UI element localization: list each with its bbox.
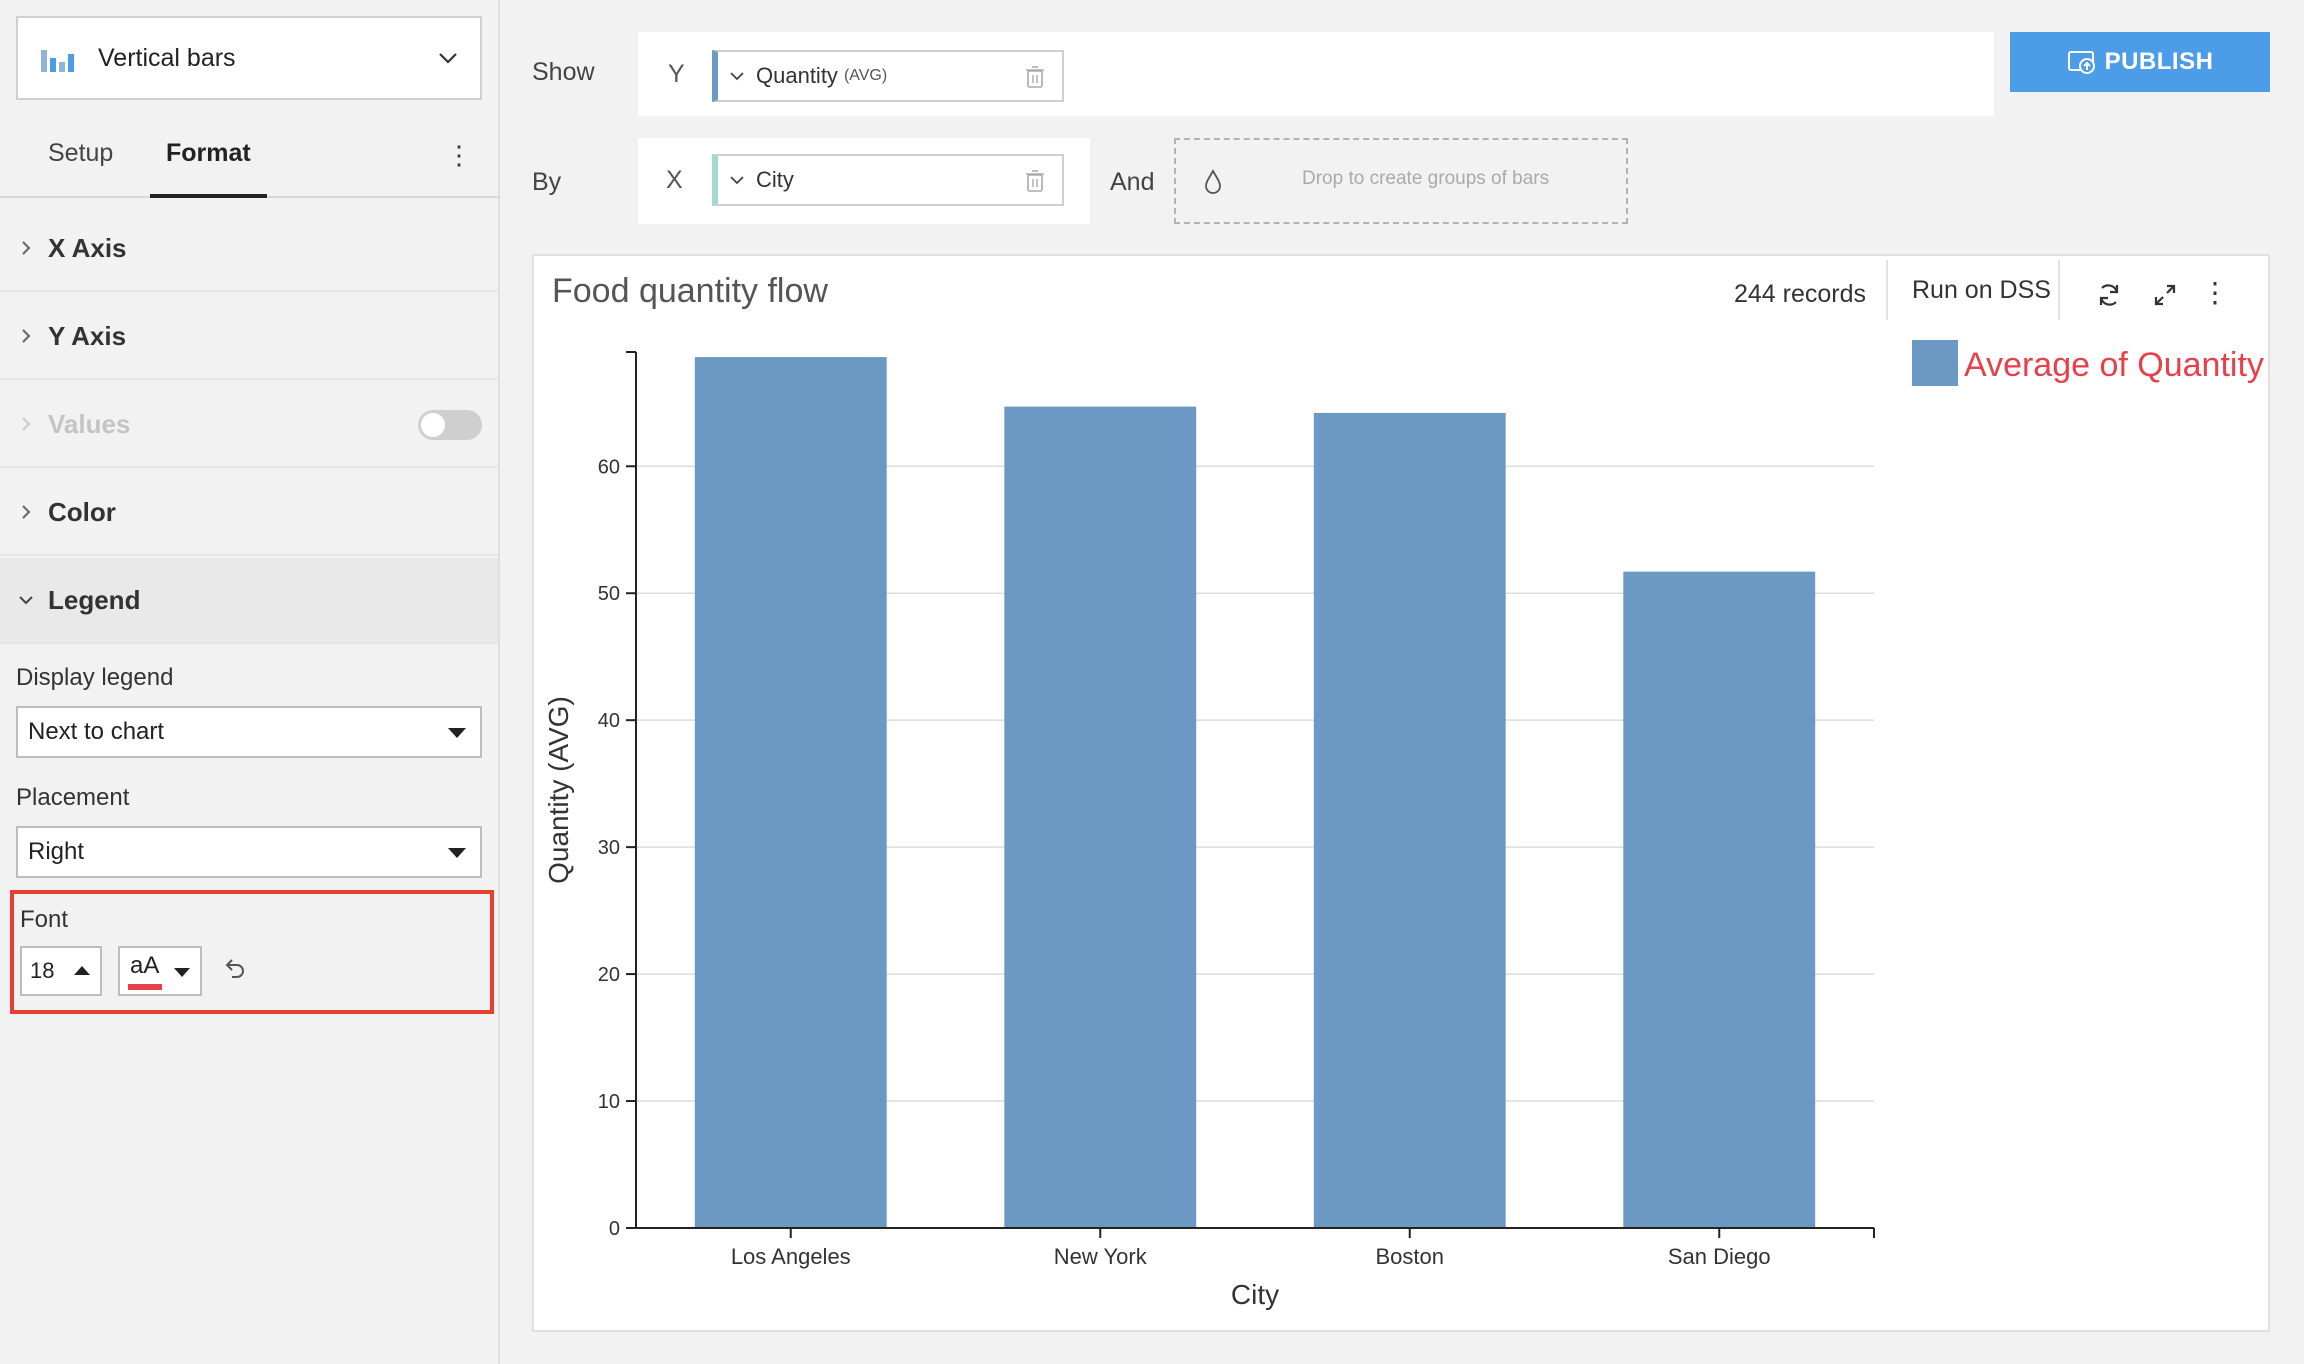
section-y-axis[interactable]: Y Axis <box>0 294 498 380</box>
section-x-axis[interactable]: X Axis <box>0 206 498 292</box>
caret-down-icon <box>448 728 466 738</box>
legend-label: Average of Quantity <box>1964 346 2264 384</box>
display-legend-label: Display legend <box>16 664 174 691</box>
trash-icon[interactable] <box>1024 65 1046 89</box>
section-legend[interactable]: Legend <box>0 558 498 644</box>
publish-icon <box>2067 51 2095 74</box>
and-label: And <box>1110 168 1155 196</box>
caret-down-icon <box>448 848 466 858</box>
chevron-right-icon <box>22 329 31 343</box>
chevron-down-icon <box>730 176 744 185</box>
y-tick-label: 40 <box>598 710 620 732</box>
publish-button[interactable]: PUBLISH <box>2010 32 2270 92</box>
bar <box>1313 412 1506 1228</box>
font-size-input[interactable]: 18 <box>20 946 102 996</box>
chart-type-label: Vertical bars <box>98 43 236 72</box>
x-tick-label: Los Angeles <box>731 1244 851 1269</box>
group-drop-zone[interactable]: Drop to create groups of bars <box>1174 138 1628 224</box>
bar <box>694 357 887 1228</box>
by-label: By <box>532 168 562 196</box>
font-label: Font <box>20 906 69 933</box>
y-axis-letter: Y <box>668 60 685 88</box>
x-tick-label: San Diego <box>1668 1244 1771 1269</box>
record-count: 244 records <box>1734 280 1867 308</box>
display-legend-select[interactable]: Next to chart <box>16 706 482 758</box>
y-measure-name: Quantity <box>756 63 838 88</box>
chevron-down-icon <box>730 72 744 81</box>
toggle-knob <box>421 413 445 437</box>
x-dimension-name: City <box>756 167 794 192</box>
x-axis-letter: X <box>666 166 683 194</box>
droplet-icon <box>1205 169 1221 194</box>
x-axis-title: City <box>1231 1279 1279 1310</box>
section-legend-label: Legend <box>48 584 141 615</box>
x-dimension-pill[interactable]: City <box>712 154 1064 206</box>
tab-format[interactable]: Format <box>150 120 267 198</box>
y-axis-title: Quantity (AVG) <box>543 696 574 884</box>
chart-type-selector[interactable]: Vertical bars <box>16 16 482 100</box>
drop-zone-text: Drop to create groups of bars <box>1302 168 1550 189</box>
y-measure-aggregation: (AVG) <box>843 67 888 84</box>
font-color-swatch <box>128 984 162 990</box>
section-y-axis-label: Y Axis <box>48 320 127 351</box>
x-shelf: X City <box>638 138 1090 224</box>
kebab-menu-icon[interactable]: ⋮ <box>446 140 472 170</box>
y-tick-label: 60 <box>598 456 620 478</box>
y-tick-label: 10 <box>598 1091 620 1113</box>
y-tick-label: 30 <box>598 837 620 859</box>
refresh-icon[interactable] <box>2094 280 2124 310</box>
chart-panel: 0 10 20 30 40 50 60 Los Angeles New York Boston Sa… <box>532 254 2270 1332</box>
font-color-glyph: aA <box>130 952 160 979</box>
more-options-icon[interactable]: ⋮ <box>2201 277 2229 308</box>
bar <box>1623 571 1816 1228</box>
section-color-label: Color <box>48 496 116 527</box>
placement-value: Right <box>28 838 85 865</box>
values-toggle[interactable] <box>418 410 482 440</box>
sidebar-tabs: Setup Format ⋮ <box>0 120 500 198</box>
font-size-value: 18 <box>30 958 55 983</box>
section-color[interactable]: Color <box>0 470 498 556</box>
caret-up-icon[interactable] <box>74 966 90 975</box>
vertical-bars-icon <box>41 50 74 72</box>
placement-label: Placement <box>16 784 130 811</box>
font-color-picker[interactable]: aA <box>118 946 202 996</box>
run-on-dss-button[interactable]: Run on DSS <box>1886 260 2051 320</box>
bar-chart: 0 10 20 30 40 50 60 Los Angeles New York Boston Sa… <box>543 340 2264 1310</box>
chevron-right-icon <box>22 417 31 431</box>
legend-swatch <box>1912 340 1958 386</box>
section-values[interactable]: Values <box>0 382 498 468</box>
y-shelf: Y Quantity (AVG) <box>638 32 1994 116</box>
caret-down-icon <box>174 968 190 977</box>
display-legend-value: Next to chart <box>28 718 165 745</box>
section-x-axis-label: X Axis <box>48 232 127 263</box>
chevron-down-icon <box>439 53 457 64</box>
toolbar-divider <box>2058 260 2060 320</box>
tab-setup[interactable]: Setup <box>48 139 114 167</box>
y-tick-label: 0 <box>609 1218 620 1240</box>
font-settings-highlight: Font 18 aA <box>10 890 494 1014</box>
chevron-right-icon <box>22 241 31 255</box>
trash-icon[interactable] <box>1024 169 1046 193</box>
sidebar: Vertical bars Setup Format ⋮ X Axis Y Ax… <box>0 0 500 1364</box>
x-tick-label: Boston <box>1376 1244 1445 1269</box>
y-tick-label: 20 <box>598 964 620 986</box>
placement-select[interactable]: Right <box>16 826 482 878</box>
show-label: Show <box>532 58 595 86</box>
chevron-right-icon <box>22 505 31 519</box>
undo-icon[interactable] <box>220 956 248 984</box>
y-measure-pill[interactable]: Quantity (AVG) <box>712 50 1064 102</box>
expand-icon[interactable] <box>2150 280 2180 310</box>
publish-label: PUBLISH <box>2104 48 2214 75</box>
y-tick-label: 50 <box>598 583 620 605</box>
section-values-label: Values <box>48 408 131 439</box>
chevron-down-icon <box>19 596 33 605</box>
x-tick-label: New York <box>1054 1244 1148 1269</box>
chart-title: Food quantity flow <box>552 272 828 310</box>
bar <box>1004 406 1197 1228</box>
